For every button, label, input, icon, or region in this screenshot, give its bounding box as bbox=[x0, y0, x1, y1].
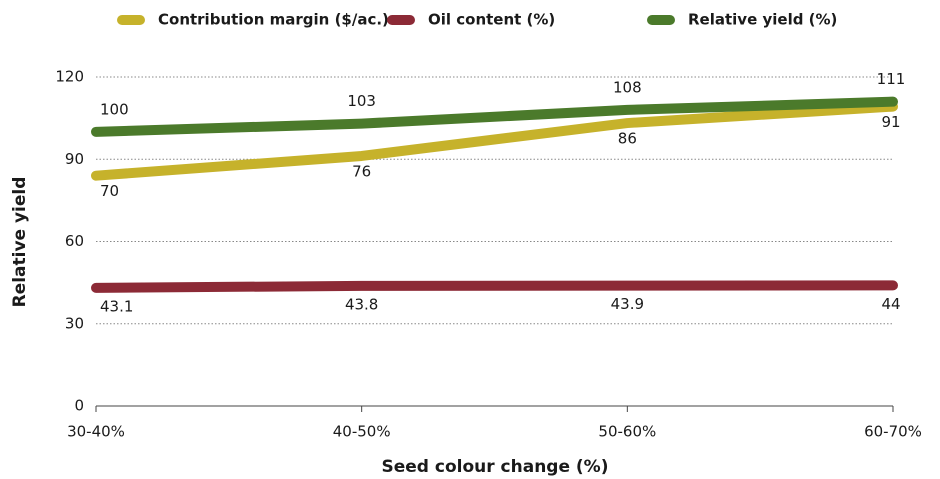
data-label: 111 bbox=[877, 70, 906, 88]
data-label: 70 bbox=[100, 182, 119, 200]
y-tick-label: 120 bbox=[55, 68, 84, 86]
data-label: 43.1 bbox=[100, 297, 133, 315]
x-tick-label: 60-70% bbox=[864, 423, 922, 441]
series-line bbox=[91, 101, 898, 181]
data-label: 43.9 bbox=[611, 295, 644, 313]
data-label: 103 bbox=[347, 92, 376, 110]
x-tick-label: 30-40% bbox=[67, 423, 125, 441]
y-tick-label: 0 bbox=[74, 397, 84, 415]
legend-label: Oil content (%) bbox=[428, 11, 555, 29]
legend-label: Relative yield (%) bbox=[688, 11, 837, 29]
legend-label: Contribution margin ($/ac.) bbox=[158, 11, 389, 29]
data-label: 44 bbox=[881, 295, 900, 313]
data-label: 76 bbox=[352, 162, 371, 180]
y-axis-title: Relative yield bbox=[10, 177, 30, 308]
y-tick-label: 60 bbox=[65, 232, 84, 250]
x-axis-title: Seed colour change (%) bbox=[381, 457, 608, 477]
data-label: 86 bbox=[618, 130, 637, 148]
data-label: 108 bbox=[613, 78, 642, 96]
x-tick-label: 40-50% bbox=[333, 423, 391, 441]
x-tick-label: 50-60% bbox=[598, 423, 656, 441]
data-label: 91 bbox=[881, 113, 900, 131]
y-tick-label: 30 bbox=[65, 314, 84, 332]
y-tick-label: 90 bbox=[65, 150, 84, 168]
series-line bbox=[91, 96, 898, 137]
series-line bbox=[91, 280, 898, 293]
data-label: 100 bbox=[100, 100, 129, 118]
data-label: 43.8 bbox=[345, 295, 378, 313]
